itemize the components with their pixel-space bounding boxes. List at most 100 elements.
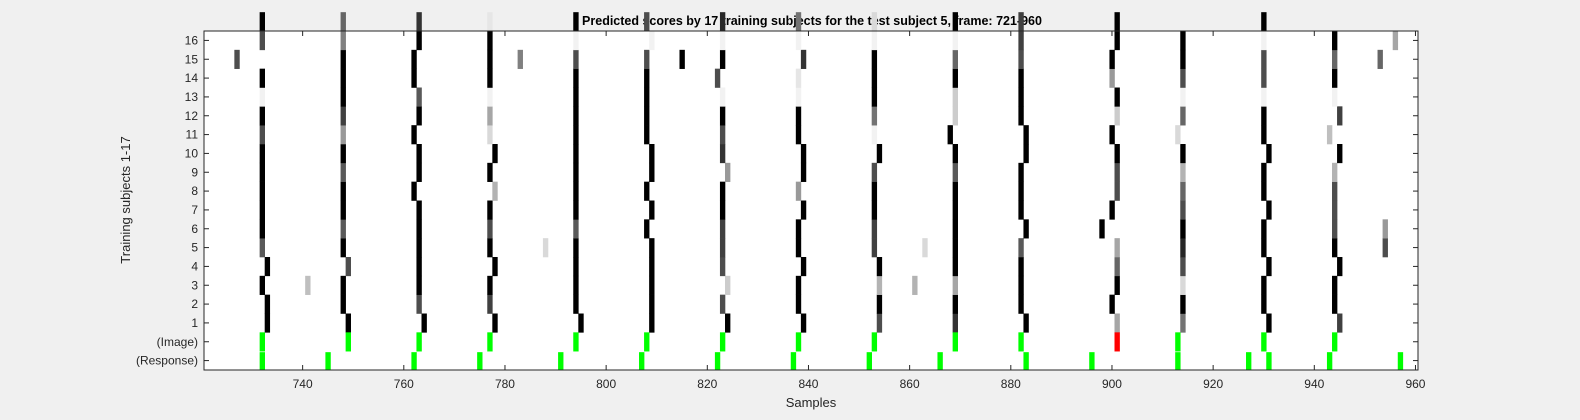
score-cell-s1-x778: [492, 313, 498, 333]
score-cell-s14-x900: [1109, 68, 1115, 88]
score-cell-s17-x869: [952, 12, 958, 32]
x-tick-label-960: 960: [1405, 377, 1425, 391]
score-cell-s5-x732: [259, 238, 265, 258]
score-cell-s3-x777: [487, 275, 493, 295]
x-tick-label-760: 760: [394, 377, 414, 391]
score-cell-s4-x901: [1114, 257, 1120, 277]
score-cell-s15-x727: [234, 49, 240, 69]
score-cell-s5-x748: [340, 238, 346, 258]
score-cell-s8-x762: [411, 181, 417, 201]
response-onset-883: [1023, 352, 1029, 370]
score-cell-s17-x794: [573, 12, 579, 32]
response-onset-931: [1266, 352, 1272, 370]
score-cell-s7-x882: [1018, 200, 1024, 220]
score-cell-s11-x748: [340, 125, 346, 145]
score-cell-s1-x824: [725, 313, 731, 333]
score-cell-s15-x794: [573, 49, 579, 69]
score-cell-s4-x854: [876, 257, 883, 277]
score-cell-s14-x869: [952, 68, 958, 88]
score-cell-s1-x945: [1337, 313, 1343, 333]
score-cell-s5-x954: [1382, 238, 1388, 258]
score-cell-s5-x853: [871, 238, 878, 258]
score-cell-s15-x808: [644, 49, 650, 69]
score-cell-s2-x854: [876, 294, 883, 314]
score-cell-s17-x763: [416, 12, 422, 32]
score-cell-s15-x839: [800, 49, 807, 69]
score-cell-s12-x914: [1180, 106, 1186, 126]
score-cell-s4-x931: [1266, 257, 1272, 277]
score-cell-s17-x732: [259, 12, 265, 32]
score-cell-s8-x944: [1332, 181, 1338, 201]
y-tick-label-4: 3: [191, 278, 198, 292]
score-cell-s15-x748: [340, 49, 346, 69]
score-cell-s13-x823: [719, 87, 726, 107]
score-cell-s6-x930: [1261, 219, 1267, 239]
score-cell-s15-x815: [679, 49, 685, 69]
score-cell-s7-x900: [1109, 200, 1115, 220]
score-cell-s16-x853: [871, 31, 878, 51]
score-cell-s14-x777: [487, 68, 493, 88]
score-cell-s2-x733: [264, 294, 271, 314]
score-cell-s15-x914: [1180, 49, 1186, 69]
score-cell-s10-x883: [1023, 144, 1029, 164]
y-tick-label-13: 12: [185, 109, 199, 123]
score-cell-s13-x808: [644, 87, 650, 107]
response-onset-732: [259, 352, 265, 370]
score-cell-s6-x853: [871, 219, 878, 239]
score-cell-s7-x944: [1332, 200, 1338, 220]
score-cell-s14-x914: [1180, 68, 1186, 88]
score-cell-s6-x869: [952, 219, 958, 239]
score-cell-s6-x777: [487, 219, 493, 239]
score-cell-s14-x762: [411, 68, 417, 88]
score-cell-s11-x777: [487, 125, 493, 145]
score-cell-s1-x931: [1266, 313, 1272, 333]
x-axis-label: Samples: [786, 395, 837, 410]
score-cell-s4-x869: [952, 257, 958, 277]
score-cell-s9-x882: [1018, 162, 1024, 182]
y-tick-label-12: 11: [186, 128, 199, 142]
score-cell-s11-x823: [719, 125, 726, 145]
score-cell-s9-x732: [259, 162, 265, 182]
score-cell-s13-x732: [259, 87, 265, 107]
score-cell-s12-x882: [1018, 106, 1024, 126]
score-cell-s13-x914: [1180, 87, 1186, 107]
score-cell-s2-x882: [1018, 294, 1024, 314]
score-cell-s6-x954: [1382, 219, 1388, 239]
score-cell-s5-x788: [542, 238, 549, 258]
score-cell-s6-x944: [1332, 219, 1338, 239]
score-cell-s1-x795: [578, 313, 584, 333]
score-cell-s9-x824: [725, 162, 731, 182]
score-cell-s6-x898: [1099, 219, 1105, 239]
score-cell-s4-x882: [1018, 257, 1024, 277]
score-cell-s9-x794: [573, 162, 579, 182]
score-cell-s3-x882: [1018, 275, 1024, 295]
score-cell-s2-x900: [1109, 294, 1115, 314]
score-cell-s9-x777: [487, 162, 493, 182]
score-cell-s5-x838: [795, 238, 802, 258]
score-cell-s2-x823: [719, 294, 726, 314]
score-cell-s14-x822: [714, 68, 721, 88]
score-cell-s11-x732: [259, 125, 265, 145]
score-cell-s13-x901: [1114, 87, 1120, 107]
score-cell-s6-x763: [416, 219, 422, 239]
score-cell-s17-x808: [644, 12, 650, 32]
score-cell-s10-x763: [416, 144, 422, 164]
score-cell-s16-x809: [649, 31, 655, 51]
chart-title: Predicted scores by 17 training subjects…: [582, 14, 1042, 28]
score-cell-s15-x930: [1261, 49, 1267, 69]
y-tick-label-7: 6: [191, 222, 198, 236]
score-cell-s16-x823: [719, 31, 726, 51]
score-cell-s3-x824: [725, 275, 731, 295]
score-cell-s3-x901: [1114, 275, 1120, 295]
score-cell-s9-x914: [1180, 162, 1186, 182]
score-cell-s9-x853: [871, 162, 878, 182]
score-cell-s13-x838: [795, 87, 802, 107]
image-onset-930: [1261, 332, 1267, 352]
score-cell-s2-x930: [1261, 294, 1267, 314]
score-cell-s11-x838: [795, 125, 802, 145]
y-tick-label-0: (Response): [136, 354, 198, 368]
score-cell-s16-x732: [259, 31, 265, 51]
score-cell-s7-x732: [259, 200, 265, 220]
score-cell-s2-x869: [952, 294, 958, 314]
